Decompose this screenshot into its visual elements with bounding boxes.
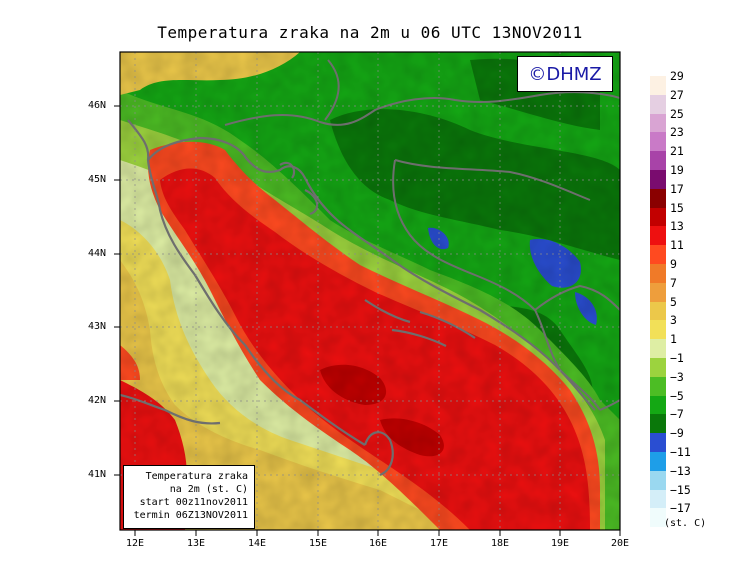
- lon-label-16e: 16E: [368, 538, 388, 549]
- legend-label: 19: [670, 163, 684, 177]
- legend-swatch: [650, 470, 666, 490]
- legend-label: 1: [670, 332, 677, 347]
- legend-swatch: [650, 226, 666, 246]
- legend-swatch: [650, 94, 666, 114]
- legend-label: 15: [670, 200, 684, 215]
- lon-label-15e: 15E: [308, 538, 328, 549]
- legend-label: 25: [670, 106, 684, 121]
- legend-label: −1: [670, 351, 684, 365]
- legend-swatch: [650, 452, 666, 471]
- run-info-box: Temperatura zraka na 2m (st. C) start 00…: [123, 465, 255, 529]
- lon-label-20e: 20E: [610, 538, 630, 549]
- legend-swatch: [650, 358, 666, 377]
- legend-swatch: [650, 489, 666, 509]
- legend-label: 27: [670, 87, 684, 102]
- legend-units: (st. C): [664, 518, 707, 529]
- lat-label-45n: 45N: [88, 174, 107, 185]
- legend-label: 9: [670, 257, 677, 271]
- lon-label-18e: 18E: [490, 538, 510, 549]
- legend-label: 29: [670, 69, 684, 83]
- legend-swatch: [650, 245, 666, 264]
- legend-swatch: [650, 151, 666, 170]
- legend-swatch: [650, 76, 666, 95]
- info-line-4: termin 06Z13NOV2011: [133, 510, 248, 521]
- legend-label: 11: [670, 238, 684, 253]
- legend-swatch: [650, 132, 666, 152]
- info-line-2: na 2m (st. C): [169, 484, 248, 495]
- legend-label: 3: [670, 313, 677, 328]
- legend-label: −17: [670, 501, 691, 516]
- legend-swatch: [650, 376, 666, 396]
- legend-swatch: [650, 508, 666, 528]
- dhmz-logo: ©DHMZ: [517, 56, 613, 92]
- legend-swatch: [650, 207, 666, 227]
- legend-label: 5: [670, 294, 677, 309]
- lon-label-17e: 17E: [429, 538, 449, 549]
- graticule: [120, 52, 620, 530]
- lat-label-42n: 42N: [88, 395, 107, 406]
- tick-marks: [114, 105, 621, 536]
- legend-label: −11: [670, 445, 691, 459]
- legend-label: −9: [670, 426, 684, 441]
- legend-label: 7: [670, 275, 677, 290]
- legend-swatch: [650, 264, 666, 283]
- lat-label-43n: 43N: [88, 321, 107, 332]
- legend-label: 21: [670, 144, 684, 159]
- legend-label: −13: [670, 463, 691, 478]
- legend-swatch: [650, 339, 666, 358]
- legend-label: −7: [670, 407, 684, 422]
- legend-label: −3: [670, 369, 684, 384]
- lon-label-12e: 12E: [125, 538, 145, 549]
- legend-swatch: [650, 433, 666, 452]
- lon-label-19e: 19E: [550, 538, 570, 549]
- legend-swatch: [650, 320, 666, 340]
- legend-swatch: [650, 414, 666, 434]
- legend-swatch: [650, 188, 666, 208]
- legend-swatch: [650, 395, 666, 415]
- info-line-1: Temperatura zraka: [145, 471, 248, 482]
- map-title: Temperatura zraka na 2m u 06 UTC 13NOV20…: [157, 23, 583, 42]
- lon-label-13e: 13E: [186, 538, 206, 549]
- legend-swatch: [650, 170, 666, 189]
- legend-label: −5: [670, 388, 684, 403]
- info-line-3: start 00z11nov2011: [139, 497, 248, 508]
- coastlines: [120, 119, 596, 477]
- borders: [224, 59, 620, 411]
- legend-swatch: [650, 301, 666, 321]
- legend-swatch: [650, 282, 666, 302]
- legend-label: 23: [670, 125, 684, 140]
- noise-texture: [120, 52, 620, 530]
- lon-label-14e: 14E: [247, 538, 267, 549]
- legend-label: 13: [670, 219, 684, 234]
- lat-label-44n: 44N: [88, 248, 107, 259]
- lat-label-41n: 41N: [88, 469, 107, 480]
- lat-label-46n: 46N: [88, 100, 107, 111]
- plot-frame: [119, 51, 621, 531]
- legend-swatch: [650, 113, 666, 133]
- legend-label: 17: [670, 181, 684, 196]
- legend-label: −15: [670, 482, 691, 497]
